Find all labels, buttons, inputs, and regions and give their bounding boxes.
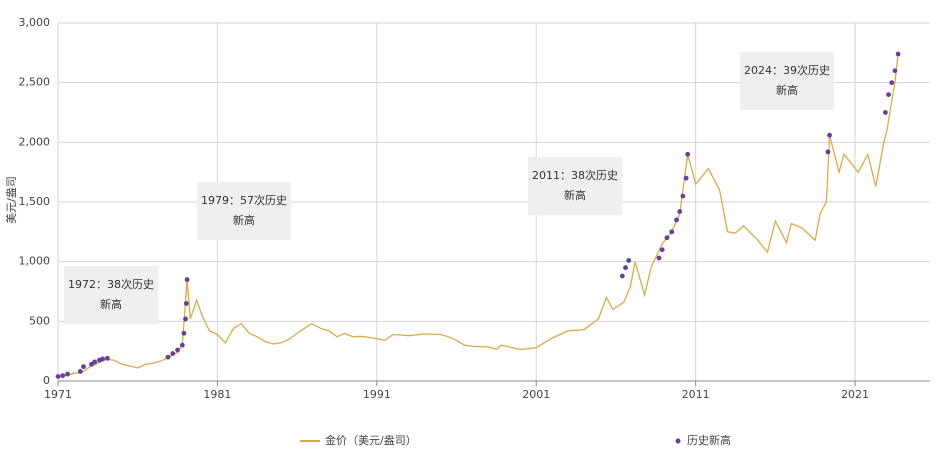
annotation: 1972：38次历史新高 (64, 266, 158, 324)
record-high-dot (183, 301, 189, 306)
record-high-dot (892, 68, 898, 74)
record-high-dot (674, 217, 679, 223)
legend-label: 历史新高 (687, 433, 731, 447)
record-high-dot (179, 342, 185, 348)
y-tick-label: 1,500 (19, 195, 51, 208)
record-high-dot (181, 330, 187, 336)
y-tick-label: 2,000 (19, 135, 51, 148)
record-high-dot (659, 247, 665, 253)
record-high-dot (100, 356, 106, 362)
record-high-dot (827, 132, 832, 138)
x-tick-label: 2011 (682, 388, 710, 401)
record-high-dot (685, 151, 691, 157)
y-axis-label: 美元/盎司 (4, 176, 18, 224)
annotation: 1979：57次历史新高 (197, 182, 291, 240)
record-high-dot (183, 316, 188, 322)
y-tick-label: 2,500 (19, 76, 51, 89)
record-high-dot (92, 359, 98, 365)
y-tick-label: 1,000 (19, 255, 51, 268)
record-high-dot (680, 193, 686, 199)
x-tick-label: 1981 (203, 388, 231, 401)
annotation: 2011：38次历史新高 (528, 157, 622, 215)
record-high-dot (55, 374, 61, 379)
y-tick-label: 0 (43, 374, 50, 387)
record-high-dot (623, 265, 628, 271)
record-high-dot (656, 255, 662, 261)
record-high-dot (669, 229, 675, 235)
x-tick-label: 1991 (363, 388, 391, 401)
record-high-dot (664, 235, 670, 241)
x-tick-label: 2021 (841, 388, 869, 401)
record-high-dot (626, 258, 632, 263)
record-high-dot (683, 175, 689, 181)
record-high-dot (105, 355, 110, 361)
record-high-dot (170, 351, 176, 356)
record-high-dot (677, 209, 683, 214)
record-high-dot (60, 373, 66, 379)
legend-swatch (675, 438, 681, 444)
record-high-dot (882, 110, 888, 115)
y-tick-label: 3,000 (19, 16, 51, 29)
record-high-dot (81, 364, 86, 370)
record-high-dot (889, 80, 895, 86)
y-tick-label: 500 (29, 314, 50, 327)
record-high-dot (65, 371, 70, 377)
record-high-dot (886, 92, 891, 97)
x-tick-label: 2001 (522, 388, 550, 401)
record-high-dot (184, 277, 190, 282)
annotation: 2024：39次历史新高 (740, 52, 834, 110)
record-high-dot (619, 273, 625, 279)
x-tick-label: 1971 (44, 388, 72, 401)
record-high-dot (165, 354, 171, 360)
legend-label: 金价（美元/盎司） (325, 433, 417, 447)
record-high-dot (895, 51, 901, 57)
record-high-dot (175, 347, 180, 353)
record-high-dot (825, 149, 831, 155)
record-high-dot (77, 369, 83, 374)
